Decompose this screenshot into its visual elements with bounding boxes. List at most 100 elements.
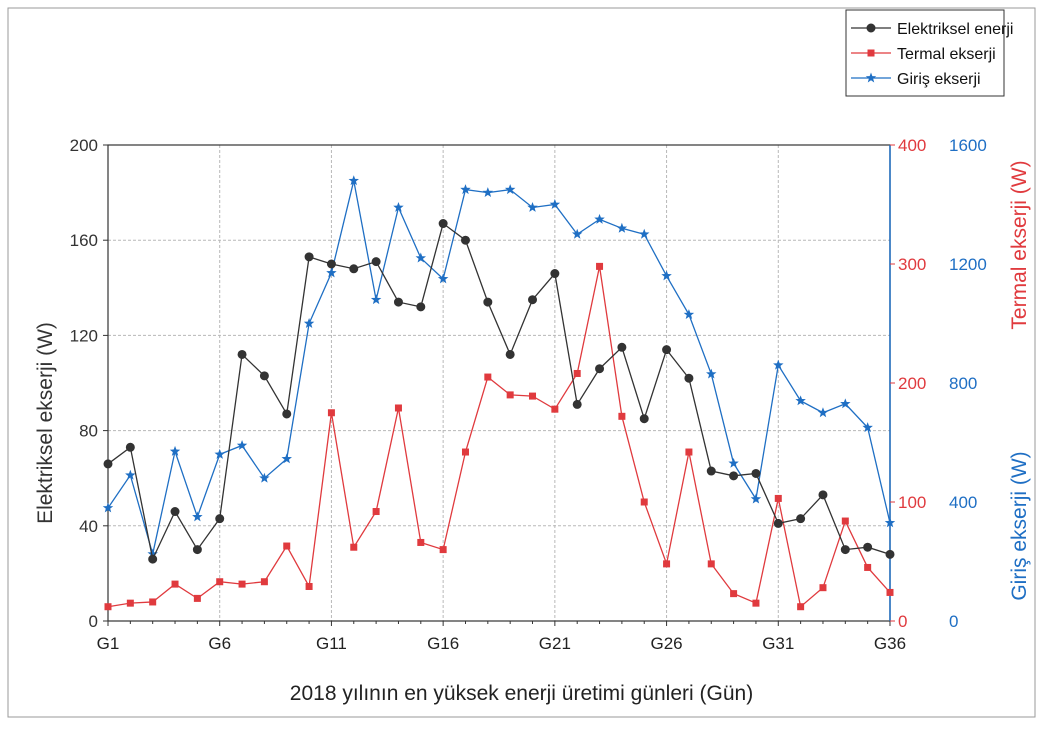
data-point-s0-29 [751, 468, 761, 478]
data-point-s0-10 [326, 259, 336, 269]
data-point-s2-10 [326, 267, 337, 278]
data-point-s0-26 [684, 373, 694, 383]
data-point-s2-5 [214, 448, 225, 459]
data-point-s0-30 [773, 518, 783, 528]
data-point-s1-9 [305, 582, 313, 590]
data-point-s2-13 [393, 201, 404, 212]
y-right2-tick-label: 400 [949, 493, 977, 512]
data-point-s2-11 [348, 175, 359, 186]
data-point-s2-0 [102, 502, 114, 513]
x-tick-label: G21 [539, 634, 571, 653]
data-point-s1-15 [439, 546, 447, 554]
legend-label-1: Termal ekserji [897, 46, 996, 63]
data-point-s2-4 [192, 511, 203, 522]
data-point-s2-22 [594, 213, 605, 224]
data-point-s0-28 [729, 471, 739, 481]
x-tick-label: G36 [874, 634, 906, 653]
data-point-s1-10 [327, 409, 335, 417]
series-line-0 [107, 222, 891, 562]
data-point-s1-17 [484, 373, 492, 381]
data-point-s2-24 [639, 228, 650, 239]
data-point-s0-35 [885, 549, 895, 559]
data-point-s0-25 [662, 345, 672, 355]
series-line-1 [107, 266, 891, 608]
data-point-s0-7 [259, 371, 269, 381]
data-point-s1-5 [216, 578, 224, 586]
data-point-s1-18 [506, 391, 514, 399]
data-point-s0-12 [371, 257, 381, 267]
legend-label-2: Giriş ekserji [897, 71, 981, 88]
data-point-s0-1 [125, 442, 135, 452]
x-tick-label: G1 [97, 634, 120, 653]
data-point-s2-21 [571, 228, 583, 239]
y-right1-tick-label: 300 [898, 255, 926, 274]
data-point-s1-8 [283, 542, 291, 550]
legend-marker-0 [866, 23, 876, 33]
data-point-s1-31 [797, 603, 805, 611]
data-point-s0-17 [483, 297, 493, 307]
series-line-2 [107, 180, 891, 555]
data-point-s1-0 [104, 603, 112, 611]
data-point-s0-31 [796, 514, 806, 524]
data-point-s0-3 [170, 507, 180, 517]
data-point-s1-30 [774, 494, 782, 502]
data-point-s0-33 [840, 545, 850, 555]
data-point-s2-9 [303, 318, 315, 328]
y-right1-tick-label: 100 [898, 493, 926, 512]
data-point-s2-29 [750, 493, 762, 504]
y-left-tick-label: 80 [79, 422, 98, 441]
data-point-s0-27 [706, 466, 716, 476]
data-point-s0-4 [192, 545, 202, 555]
data-point-s1-25 [663, 560, 671, 568]
data-point-s0-6 [237, 349, 247, 359]
y-left-tick-label: 0 [89, 612, 98, 631]
data-point-s0-11 [349, 264, 359, 274]
data-point-s2-32 [817, 407, 829, 418]
data-point-s0-18 [505, 349, 515, 359]
x-tick-label: G26 [651, 634, 683, 653]
data-point-s2-16 [460, 184, 471, 195]
data-point-s2-8 [281, 453, 292, 464]
data-point-s2-2 [147, 548, 158, 559]
data-point-s1-14 [417, 538, 425, 546]
data-point-s2-27 [706, 368, 717, 379]
data-point-s2-12 [370, 294, 382, 305]
data-point-s2-3 [169, 445, 181, 456]
data-point-s2-19 [527, 201, 538, 212]
data-point-s0-0 [103, 459, 113, 469]
data-point-s2-15 [437, 273, 449, 284]
data-point-s1-13 [394, 404, 402, 412]
data-point-s2-28 [728, 457, 739, 468]
data-point-s0-21 [572, 399, 582, 409]
data-point-s2-31 [795, 395, 806, 406]
data-point-s2-33 [840, 398, 851, 409]
data-point-s1-12 [372, 508, 380, 516]
data-point-s0-24 [639, 414, 649, 424]
data-point-s0-2 [148, 554, 158, 564]
y-left-tick-label: 120 [70, 326, 98, 345]
data-point-s0-15 [438, 219, 448, 229]
data-point-s1-3 [171, 580, 179, 588]
y-left-tick-label: 200 [70, 136, 98, 155]
data-point-s2-18 [504, 184, 516, 195]
x-axis-title: 2018 yılının en yüksek enerji üretimi gü… [290, 682, 753, 705]
data-point-s0-14 [416, 302, 426, 312]
y-left-tick-label: 40 [79, 517, 98, 536]
x-tick-label: G16 [427, 634, 459, 653]
x-tick-label: G11 [316, 634, 347, 653]
y-left-axis-title: Elektriksel ekserji (W) [34, 322, 57, 524]
data-point-s1-23 [618, 412, 626, 420]
data-point-s2-35 [884, 517, 896, 528]
data-point-s0-16 [460, 235, 470, 245]
data-point-s1-29 [752, 599, 760, 607]
y-right1-tick-label: 0 [898, 612, 907, 631]
y-right2-tick-label: 0 [949, 612, 958, 631]
data-point-s0-5 [215, 514, 225, 524]
data-point-s1-26 [685, 448, 693, 456]
data-point-s1-35 [886, 588, 894, 596]
legend-label-0: Elektriksel enerji [897, 21, 1013, 38]
data-point-s0-9 [304, 252, 314, 262]
y-right2-tick-label: 1200 [949, 255, 987, 274]
